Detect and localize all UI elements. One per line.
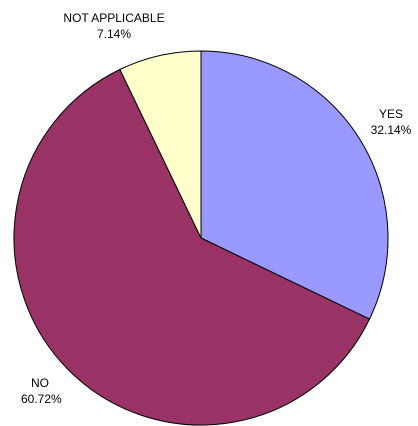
- slice-label-not-applicable: NOT APPLICABLE: [63, 11, 164, 25]
- pie-slice-not-applicable: [119, 50, 202, 239]
- pie-slice-no: [13, 68, 371, 426]
- pie-slice-yes: [200, 50, 389, 320]
- slice-value-yes: 32.14%: [371, 123, 412, 137]
- pie-slices: [13, 50, 389, 426]
- slice-label-yes: YES: [379, 107, 403, 121]
- slice-value-no: 60.72%: [21, 392, 62, 406]
- slice-value-not-applicable: 7.14%: [97, 27, 131, 41]
- pie-labels: YES 32.14% NO 60.72% NOT APPLICABLE 7.14…: [21, 11, 412, 406]
- slice-label-no: NO: [31, 376, 49, 390]
